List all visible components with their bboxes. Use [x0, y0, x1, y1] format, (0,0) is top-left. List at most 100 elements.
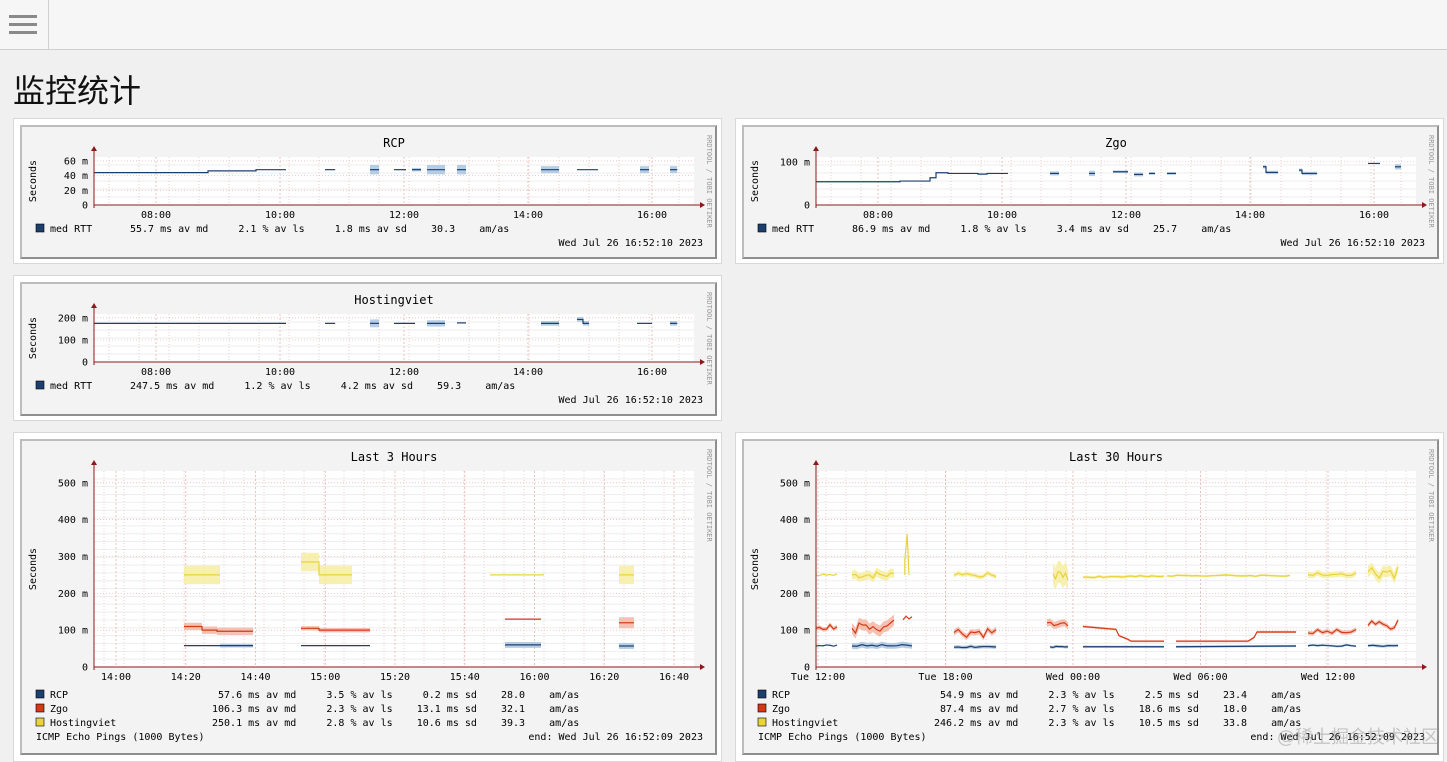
x-tick-label: 15:20	[380, 672, 410, 683]
graph-title: RCP	[383, 136, 405, 150]
y-tick-label: 0	[82, 663, 88, 674]
x-tick-label: 10:00	[987, 210, 1017, 221]
y-axis-arrow	[91, 146, 97, 151]
legend-name: med RTT	[50, 224, 92, 235]
y-tick-label: 300 m	[780, 552, 810, 563]
x-tick-label: 12:00	[1111, 210, 1141, 221]
x-tick-label: 08:00	[141, 367, 171, 378]
watermark: @稀土掘金技术社区	[1277, 723, 1439, 749]
page-title: 监控统计	[13, 66, 141, 112]
hamburger-menu-icon[interactable]	[0, 0, 49, 49]
y-tick-label: 100 m	[780, 626, 810, 637]
legend-name: Hostingviet	[50, 718, 116, 729]
footer-timestamp: Wed Jul 26 16:52:10 2023	[559, 238, 704, 249]
top-bar	[0, 0, 1447, 50]
y-tick-label: 100 m	[58, 335, 88, 346]
legend-swatch	[758, 718, 766, 726]
graph-svg-hostingviet: 200 m 100 m 0 08:00 10:00 12:00 14:00 16:00 Host…	[22, 284, 719, 418]
x-tick-label: Tue 12:00	[791, 672, 845, 683]
y-tick-label: 0	[804, 201, 810, 212]
x-tick-label: 14:00	[513, 367, 543, 378]
legend-name: RCP	[772, 690, 790, 701]
legend-swatch	[36, 690, 44, 698]
x-axis-arrow	[1422, 664, 1427, 670]
graph-title: Zgo	[1105, 136, 1127, 150]
legend-stats: 87.4 ms av md 2.7 % av ls 18.6 ms sd 18.…	[934, 704, 1301, 715]
graph-hostingviet: 200 m 100 m 0 08:00 10:00 12:00 14:00 16:00 Host…	[20, 282, 717, 416]
legend-name: Zgo	[772, 704, 790, 715]
rrdtool-credit: RRDTOOL / TOBI OETIKER	[1427, 135, 1435, 229]
x-tick-label: 14:20	[171, 672, 201, 683]
legend-stats: 250.1 ms av md 2.8 % av ls 10.6 ms sd 39…	[212, 718, 579, 729]
y-axis-label: Seconds	[28, 317, 39, 359]
rrdtool-credit: RRDTOOL / TOBI OETIKER	[705, 449, 713, 543]
x-axis-arrow	[700, 202, 705, 208]
x-tick-label: 14:00	[101, 672, 131, 683]
y-tick-label: 20 m	[64, 186, 88, 197]
y-axis-label: Seconds	[750, 548, 761, 590]
legend-name: Hostingviet	[772, 718, 838, 729]
x-tick-label: Wed 00:00	[1046, 672, 1100, 683]
y-tick-label: 500 m	[780, 478, 810, 489]
y-axis-label: Seconds	[28, 160, 39, 202]
legend-swatch	[758, 224, 766, 232]
legend-name: RCP	[50, 690, 68, 701]
y-axis-label: Seconds	[750, 160, 761, 202]
legend-swatch	[758, 690, 766, 698]
x-tick-label: 10:00	[265, 367, 295, 378]
x-tick-label: Wed 12:00	[1301, 672, 1355, 683]
legend-stats: 55.7 ms av md 2.1 % av ls 1.8 ms av sd 3…	[130, 224, 509, 235]
x-tick-label: Tue 18:00	[918, 672, 972, 683]
y-tick-label: 200 m	[58, 313, 88, 324]
legend-stats: 54.9 ms av md 2.3 % av ls 2.5 ms sd 23.4…	[934, 690, 1301, 701]
x-tick-label: 16:00	[1359, 210, 1389, 221]
y-tick-label: 60 m	[64, 156, 88, 167]
y-tick-label: 40 m	[64, 171, 88, 182]
legend-swatch	[36, 381, 44, 389]
legend-swatch	[36, 224, 44, 232]
legend-name: med RTT	[50, 381, 92, 392]
legend-swatch	[36, 718, 44, 726]
y-tick-label: 100 m	[780, 157, 810, 168]
y-tick-label: 300 m	[58, 552, 88, 563]
y-tick-label: 500 m	[58, 478, 88, 489]
graph-title: Last 30 Hours	[1069, 450, 1163, 464]
x-tick-label: 16:00	[637, 210, 667, 221]
rrdtool-credit: RRDTOOL / TOBI OETIKER	[705, 292, 713, 386]
graph-title: Hostingviet	[354, 293, 433, 307]
footer-timestamp: Wed Jul 26 16:52:10 2023	[559, 395, 704, 406]
y-tick-label: 0	[82, 358, 88, 369]
x-tick-label: 14:40	[240, 672, 270, 683]
legend-swatch	[36, 704, 44, 712]
x-axis-arrow	[700, 359, 705, 365]
y-tick-label: 200 m	[780, 589, 810, 600]
y-axis-label: Seconds	[28, 548, 39, 590]
footer-timestamp: end: Wed Jul 26 16:52:09 2023	[528, 732, 703, 743]
rrdtool-credit: RRDTOOL / TOBI OETIKER	[705, 135, 713, 229]
rrdtool-credit: RRDTOOL / TOBI OETIKER	[1427, 449, 1435, 543]
footer-timestamp: Wed Jul 26 16:52:10 2023	[1281, 238, 1426, 249]
y-axis-arrow	[813, 146, 819, 151]
x-tick-label: 08:00	[863, 210, 893, 221]
x-tick-label: 15:40	[450, 672, 480, 683]
x-tick-label: 10:00	[265, 210, 295, 221]
plot-area	[816, 471, 1416, 667]
y-axis-arrow	[91, 460, 97, 465]
y-axis-arrow	[813, 460, 819, 465]
legend-name: med RTT	[772, 224, 814, 235]
legend-stats: 106.3 ms av md 2.3 % av ls 13.1 ms sd 32…	[212, 704, 579, 715]
x-tick-label: 12:00	[389, 367, 419, 378]
y-tick-label: 400 m	[58, 515, 88, 526]
x-tick-label: 16:00	[637, 367, 667, 378]
legend-swatch	[758, 704, 766, 712]
graph-card-hostingviet: 200 m 100 m 0 08:00 10:00 12:00 14:00 16:00 Host…	[13, 275, 722, 421]
